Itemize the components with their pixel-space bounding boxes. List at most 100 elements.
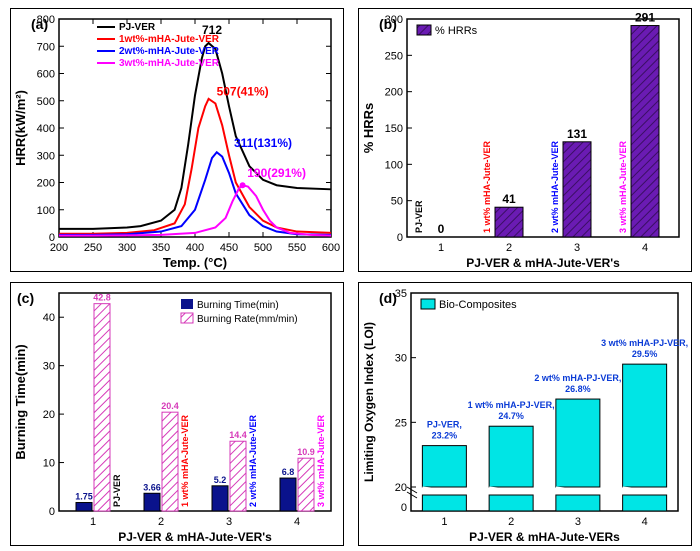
svg-text:500: 500 bbox=[37, 96, 55, 108]
svg-text:1: 1 bbox=[441, 516, 447, 528]
rate-bar bbox=[298, 458, 314, 511]
svg-text:250: 250 bbox=[385, 50, 403, 62]
loi-bar bbox=[422, 446, 466, 487]
svg-text:10: 10 bbox=[43, 458, 55, 470]
svg-text:1: 1 bbox=[90, 516, 96, 528]
legend-label: 2wt%-mHA-Jute-VER bbox=[119, 46, 220, 57]
hrr-curve bbox=[59, 152, 331, 235]
time-bar bbox=[76, 503, 92, 511]
svg-text:Burning Time(min): Burning Time(min) bbox=[13, 344, 28, 459]
svg-text:600: 600 bbox=[322, 242, 340, 254]
svg-text:29.5%: 29.5% bbox=[632, 349, 658, 359]
svg-text:41: 41 bbox=[502, 192, 516, 206]
svg-text:291: 291 bbox=[635, 11, 655, 25]
peak-label: 190(291%) bbox=[247, 166, 306, 180]
svg-text:(a): (a) bbox=[31, 16, 48, 32]
svg-text:Bio-Composites: Bio-Composites bbox=[439, 299, 517, 311]
cat-label: 3 wt% mHA-Jute-VER bbox=[618, 140, 628, 233]
svg-text:PJ-VER,: PJ-VER, bbox=[427, 420, 462, 430]
loi-bar bbox=[556, 399, 600, 487]
loi-bar-stub bbox=[422, 495, 466, 511]
svg-text:350: 350 bbox=[152, 242, 170, 254]
cat-label: 2 wt% mHA-Jute-VER bbox=[550, 140, 560, 233]
svg-text:3.66: 3.66 bbox=[143, 482, 161, 492]
svg-text:PJ-VER & mHA-Jute-VERs: PJ-VER & mHA-Jute-VERs bbox=[469, 530, 620, 544]
svg-text:500: 500 bbox=[254, 242, 272, 254]
svg-text:4: 4 bbox=[642, 242, 648, 254]
rate-bar bbox=[162, 412, 178, 511]
svg-text:42.8: 42.8 bbox=[93, 293, 111, 303]
svg-text:2: 2 bbox=[508, 516, 514, 528]
peak-label: 712 bbox=[202, 23, 222, 37]
svg-text:0: 0 bbox=[438, 222, 445, 236]
loi-bar-stub bbox=[623, 495, 667, 511]
svg-text:% HRRs: % HRRs bbox=[435, 25, 478, 37]
svg-text:1: 1 bbox=[438, 242, 444, 254]
hrr-bar bbox=[631, 26, 659, 237]
loi-bar bbox=[489, 426, 533, 487]
svg-text:250: 250 bbox=[84, 242, 102, 254]
svg-text:(b): (b) bbox=[379, 16, 397, 32]
svg-text:3: 3 bbox=[574, 242, 580, 254]
svg-text:3: 3 bbox=[575, 516, 581, 528]
rate-bar bbox=[94, 304, 110, 511]
svg-text:550: 550 bbox=[288, 242, 306, 254]
svg-text:24.7%: 24.7% bbox=[498, 411, 524, 421]
svg-text:PJ-VER & mHA-Jute-VER's: PJ-VER & mHA-Jute-VER's bbox=[118, 530, 272, 544]
svg-text:Limiting Oxygen Index (LOI): Limiting Oxygen Index (LOI) bbox=[362, 322, 376, 482]
cat-label: PJ-VER bbox=[414, 200, 424, 233]
svg-text:(c): (c) bbox=[17, 290, 34, 306]
svg-text:600: 600 bbox=[37, 69, 55, 81]
svg-text:2: 2 bbox=[158, 516, 164, 528]
svg-text:400: 400 bbox=[186, 242, 204, 254]
loi-bar-stub bbox=[556, 495, 600, 511]
hrr-bar bbox=[495, 207, 523, 237]
svg-text:400: 400 bbox=[37, 123, 55, 135]
svg-text:50: 50 bbox=[391, 196, 403, 208]
svg-text:% HRRs: % HRRs bbox=[361, 103, 376, 154]
svg-text:20.4: 20.4 bbox=[161, 401, 179, 411]
svg-text:PJ-VER: PJ-VER bbox=[112, 474, 122, 507]
hrr-bar bbox=[563, 142, 591, 237]
svg-text:1.75: 1.75 bbox=[75, 492, 93, 502]
svg-text:5.2: 5.2 bbox=[214, 475, 227, 485]
svg-text:2: 2 bbox=[506, 242, 512, 254]
svg-text:3: 3 bbox=[226, 516, 232, 528]
svg-text:450: 450 bbox=[220, 242, 238, 254]
svg-text:200: 200 bbox=[37, 178, 55, 190]
rate-bar bbox=[230, 441, 246, 511]
svg-text:(d): (d) bbox=[379, 290, 397, 306]
svg-text:300: 300 bbox=[118, 242, 136, 254]
svg-text:3 wt% mHA-Jute-VER: 3 wt% mHA-Jute-VER bbox=[316, 414, 326, 507]
legend-label: 3wt%-mHA-Jute-VER bbox=[119, 58, 220, 69]
svg-text:4: 4 bbox=[642, 516, 648, 528]
svg-text:Burning Time(min): Burning Time(min) bbox=[197, 300, 279, 311]
svg-text:6.8: 6.8 bbox=[282, 467, 295, 477]
time-bar bbox=[212, 486, 228, 511]
svg-text:Burning Rate(mm/min): Burning Rate(mm/min) bbox=[197, 314, 298, 325]
svg-text:40: 40 bbox=[43, 312, 55, 324]
svg-text:150: 150 bbox=[385, 123, 403, 135]
svg-text:0: 0 bbox=[401, 502, 407, 514]
svg-text:4: 4 bbox=[294, 516, 300, 528]
svg-text:30: 30 bbox=[43, 361, 55, 373]
svg-text:1 wt% mHA-Jute-VER: 1 wt% mHA-Jute-VER bbox=[180, 414, 190, 507]
svg-text:30: 30 bbox=[395, 353, 407, 365]
svg-text:2 wt% mHA-Jute-VER: 2 wt% mHA-Jute-VER bbox=[248, 414, 258, 507]
loi-bar bbox=[623, 364, 667, 487]
svg-text:20: 20 bbox=[395, 482, 407, 494]
svg-text:0: 0 bbox=[49, 232, 55, 244]
svg-text:100: 100 bbox=[385, 159, 403, 171]
svg-text:2 wt% mHA-PJ-VER,: 2 wt% mHA-PJ-VER, bbox=[534, 373, 621, 383]
svg-text:131: 131 bbox=[567, 127, 587, 141]
svg-text:25: 25 bbox=[395, 417, 407, 429]
svg-text:10.9: 10.9 bbox=[297, 447, 315, 457]
svg-text:100: 100 bbox=[37, 205, 55, 217]
svg-text:200: 200 bbox=[385, 87, 403, 99]
loi-bar-stub bbox=[489, 495, 533, 511]
svg-text:PJ-VER & mHA-Jute-VER's: PJ-VER & mHA-Jute-VER's bbox=[466, 256, 620, 270]
svg-text:20: 20 bbox=[43, 409, 55, 421]
svg-text:0: 0 bbox=[397, 232, 403, 244]
svg-text:300: 300 bbox=[37, 150, 55, 162]
svg-text:23.2%: 23.2% bbox=[432, 431, 458, 441]
